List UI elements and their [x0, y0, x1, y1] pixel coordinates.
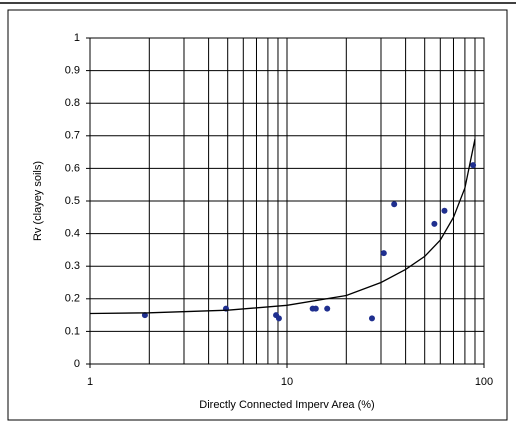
data-point: [441, 207, 448, 214]
x-axis-label: Directly Connected Imperv Area (%): [199, 399, 374, 411]
data-point: [380, 250, 387, 257]
y-tick-label: 0.1: [65, 325, 80, 337]
y-tick-label: 0.8: [65, 97, 80, 109]
data-point: [368, 315, 375, 322]
y-tick-label: 0: [74, 358, 80, 370]
data-point: [470, 162, 477, 169]
plot-frame: [89, 37, 485, 365]
chart-border: [7, 9, 508, 421]
x-tick-label: 100: [475, 376, 493, 388]
data-point: [275, 315, 282, 322]
y-tick-label: 0.2: [65, 293, 80, 305]
data-point: [324, 305, 331, 312]
y-tick-label: 0.9: [65, 65, 80, 77]
y-tick-label: 0.6: [65, 162, 80, 174]
data-point: [431, 220, 438, 227]
trend-line: [89, 138, 476, 315]
y-tick-label: 1: [74, 32, 80, 44]
data-point: [312, 305, 319, 312]
data-point: [141, 312, 148, 319]
x-tick-label: 10: [281, 376, 293, 388]
x-tick-label: 1: [87, 376, 93, 388]
y-tick-label: 0.5: [65, 195, 80, 207]
y-tick-label: 0.3: [65, 260, 80, 272]
y-tick-label: 0.4: [65, 228, 80, 240]
y-axis-label: Rv (clayey soils): [32, 161, 44, 241]
data-point: [391, 201, 398, 208]
y-tick-label: 0.7: [65, 130, 80, 142]
